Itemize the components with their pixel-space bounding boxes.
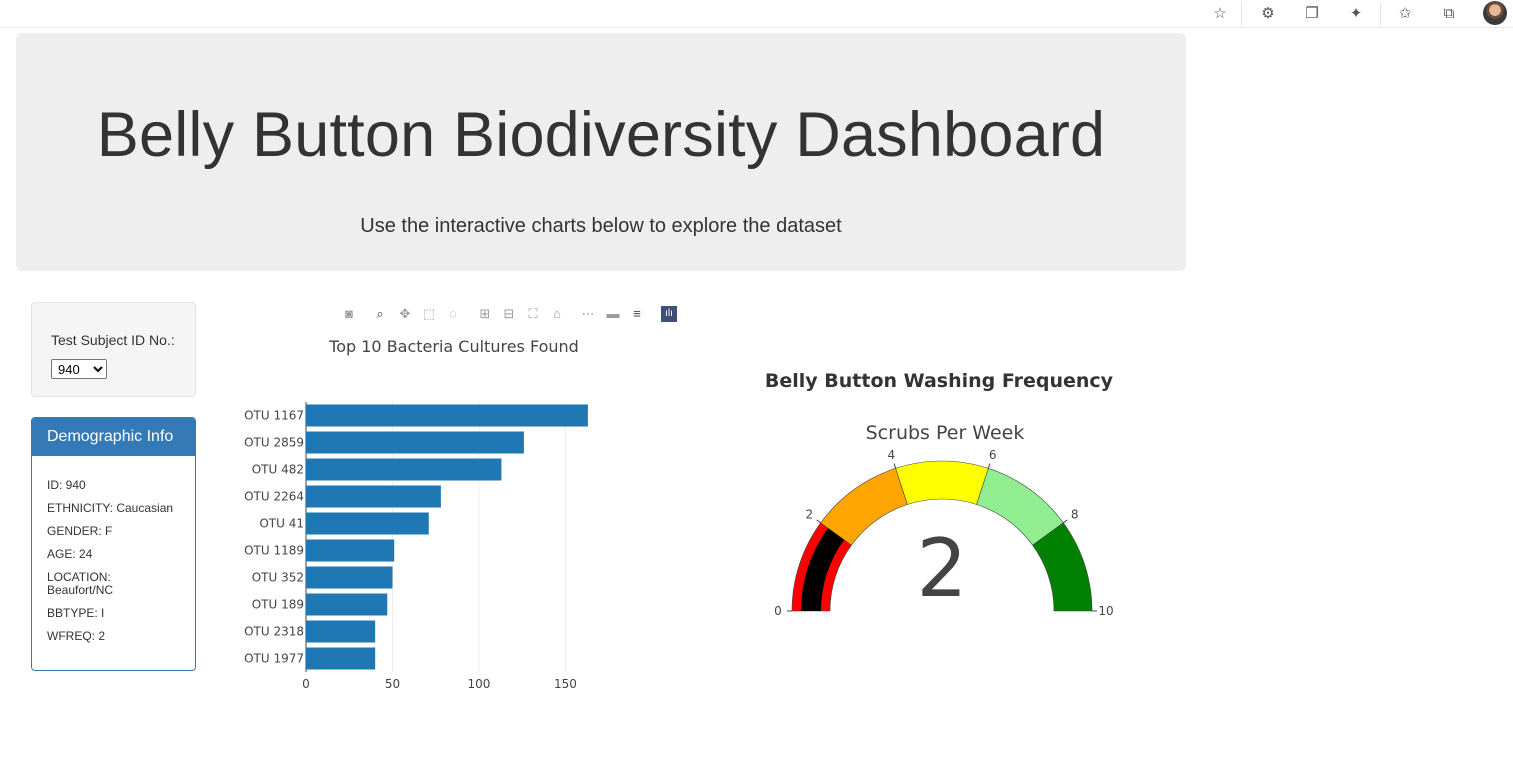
bar-y-tick-label: OTU 482 <box>252 463 304 477</box>
gauge-step <box>895 460 989 505</box>
bar-x-tick-label: 100 <box>467 677 490 691</box>
camera-icon[interactable]: ◙ <box>345 306 353 321</box>
demographic-row-age: AGE: 24 <box>47 547 93 561</box>
bar-mark[interactable] <box>306 458 502 481</box>
bar-mark[interactable] <box>306 485 441 508</box>
bar-x-tick-label: 150 <box>554 677 577 691</box>
hover-compare-icon[interactable]: ≡ <box>633 306 641 321</box>
gauge-value-bar <box>801 528 845 611</box>
bar-mark[interactable] <box>306 593 388 616</box>
gauge-tick-label: 6 <box>989 448 997 462</box>
bar-y-tick-label: OTU 352 <box>252 571 304 585</box>
bar-y-tick-label: OTU 1189 <box>244 544 304 558</box>
subject-select[interactable]: 940 <box>51 359 107 379</box>
gauge-tick <box>1063 519 1068 524</box>
bar-mark[interactable] <box>306 431 524 454</box>
extension-icon[interactable]: ⚙ <box>1261 5 1275 22</box>
collections-icon[interactable]: ❐ <box>1305 5 1319 22</box>
bar-mark[interactable] <box>306 539 395 562</box>
bar-y-tick-label: OTU 1167 <box>244 409 304 423</box>
demographic-panel-title: Demographic Info <box>32 418 195 456</box>
gauge-tick <box>893 463 897 469</box>
zoom-icon[interactable]: ⌕ <box>376 306 384 321</box>
bar-x-tick-label: 0 <box>302 677 310 691</box>
zoom-out-icon[interactable]: ⊟ <box>503 306 515 321</box>
demographic-row-id: ID: 940 <box>47 478 86 492</box>
favorites-icon[interactable]: ✩ <box>1398 5 1412 22</box>
gauge-value: 2 <box>917 522 968 615</box>
bar-y-tick-label: OTU 1977 <box>244 652 304 666</box>
bar-y-tick-label: OTU 2859 <box>244 436 304 450</box>
gauge-tick-label: 10 <box>1098 604 1113 618</box>
demographic-row-location: LOCATION: Beaufort/NC <box>47 570 114 597</box>
bar-chart: Top 10 Bacteria Cultures Found OTU 1167 O… <box>244 337 588 691</box>
autoscale-icon[interactable]: ⛶ <box>528 306 538 321</box>
bar-mark[interactable] <box>306 404 588 427</box>
avatar[interactable] <box>1483 1 1507 25</box>
bar-x-tick-label: 50 <box>385 677 400 691</box>
page-subtitle: Use the interactive charts below to expl… <box>360 215 842 237</box>
gauge-tick <box>987 463 991 469</box>
favorite-add-icon[interactable]: ☆ <box>1213 5 1227 22</box>
pan-icon[interactable]: ✥ <box>399 306 411 321</box>
bar-chart-title: Top 10 Bacteria Cultures Found <box>328 337 579 356</box>
gauge-tick-label: 4 <box>888 448 896 462</box>
toolbar-divider <box>1241 2 1242 26</box>
bar-y-tick-label: OTU 2264 <box>244 490 304 504</box>
header-jumbotron: Belly Button Biodiversity Dashboard Use … <box>16 33 1186 271</box>
demographic-row-bbtype: BBTYPE: I <box>47 606 105 620</box>
zoom-in-icon[interactable]: ⊞ <box>479 306 491 321</box>
gauge-subtitle: Scrubs Per Week <box>866 422 1025 444</box>
bar-mark[interactable] <box>306 647 376 670</box>
demographic-panel-body: ID: 940 ETHNICITY: Caucasian GENDER: F A… <box>32 456 195 643</box>
bar-y-tick-label: OTU 189 <box>252 598 304 612</box>
hover-closest-icon[interactable]: ▬ <box>606 306 620 321</box>
reset-axes-icon[interactable]: ⌂ <box>553 306 561 321</box>
bar-mark[interactable] <box>306 512 429 535</box>
puzzle-icon[interactable]: ✦ <box>1349 5 1363 22</box>
browser-toolbar: ☆ ⚙ ❐ ✦ ✩ ⧉ <box>0 0 1513 28</box>
demographic-row-ethnicity: ETHNICITY: Caucasian <box>47 501 174 515</box>
bar-y-tick-label: OTU 2318 <box>244 625 304 639</box>
tabs-icon[interactable]: ⧉ <box>1443 5 1455 22</box>
gauge-tick-label: 0 <box>774 604 782 618</box>
page-title: Belly Button Biodiversity Dashboard <box>96 100 1106 170</box>
plotly-logo-icon[interactable]: ılı <box>661 306 677 322</box>
lasso-icon[interactable]: ◌ <box>449 306 457 321</box>
box-select-icon[interactable]: ⬚ <box>422 306 436 321</box>
gauge-title: Belly Button Washing Frequency <box>765 370 1114 392</box>
spike-lines-icon[interactable]: ⋯ <box>581 306 595 321</box>
bar-mark[interactable] <box>306 566 393 589</box>
demographic-row-gender: GENDER: F <box>47 524 113 538</box>
demographic-row-wfreq: WFREQ: 2 <box>47 629 106 643</box>
toolbar-divider <box>1380 2 1381 26</box>
bar-mark[interactable] <box>306 620 376 643</box>
gauge-chart: Belly Button Washing Frequency Scrubs Pe… <box>765 370 1114 618</box>
gauge-tick <box>816 519 821 524</box>
gauge-tick-label: 8 <box>1071 508 1079 522</box>
bar-y-tick-label: OTU 41 <box>259 517 304 531</box>
subject-selector-label: Test Subject ID No.: <box>51 332 175 348</box>
gauge-tick-label: 2 <box>806 508 814 522</box>
demographic-panel: Demographic Info ID: 940 ETHNICITY: Cauc… <box>31 417 196 671</box>
subject-selector-well: Test Subject ID No.: 940 <box>31 302 196 397</box>
